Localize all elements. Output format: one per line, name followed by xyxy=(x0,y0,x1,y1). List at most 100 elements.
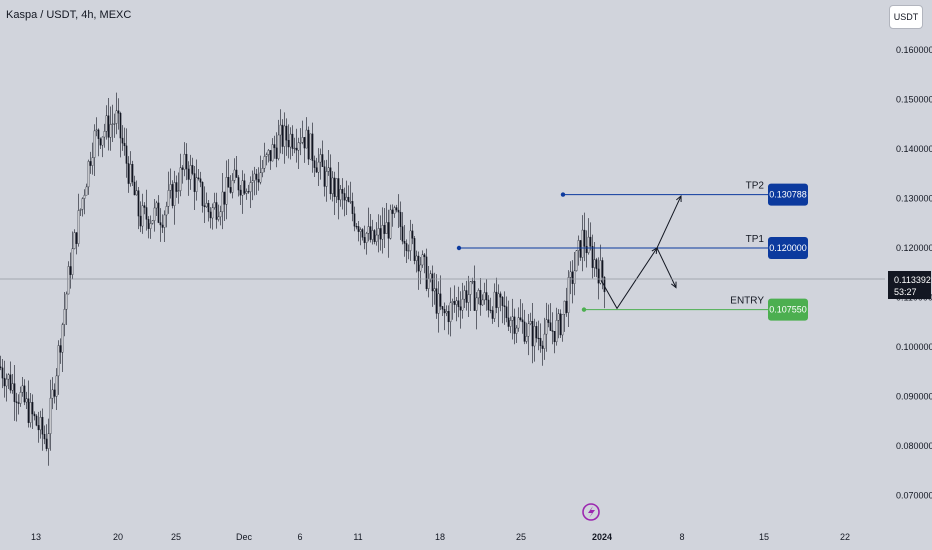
candle xyxy=(43,425,46,445)
candle xyxy=(377,214,380,253)
price-axis[interactable]: 0.160000 0.150000 0.140000 0.130000 0.120000… xyxy=(896,45,932,501)
currency-button[interactable]: USDT xyxy=(889,5,923,29)
candle xyxy=(281,119,284,155)
candle xyxy=(285,118,288,156)
candle xyxy=(331,171,334,202)
candle xyxy=(0,355,2,371)
candle xyxy=(191,157,194,176)
candle xyxy=(565,287,568,317)
candle xyxy=(29,392,32,428)
time-axis[interactable]: 13 20 25 Dec 6 11 18 25 2024 8 15 22 xyxy=(31,532,850,542)
candle xyxy=(233,158,236,184)
candle xyxy=(487,295,490,318)
candle xyxy=(113,113,116,138)
time-tick-label: Dec xyxy=(236,532,253,542)
time-tick-label: 20 xyxy=(113,532,123,542)
candle xyxy=(549,303,552,331)
candle xyxy=(551,312,554,345)
price-tick-label: 0.150000 xyxy=(896,95,932,105)
candle xyxy=(447,305,450,335)
candle xyxy=(437,281,440,333)
candle xyxy=(419,256,422,285)
level-price-value: 0.130788 xyxy=(769,190,807,200)
candle xyxy=(309,133,312,160)
candle xyxy=(77,193,80,247)
candle xyxy=(311,122,314,173)
candle xyxy=(533,318,536,362)
candle xyxy=(207,200,210,222)
candle xyxy=(575,250,578,272)
candle xyxy=(557,309,560,339)
time-tick-label: 2024 xyxy=(592,532,612,542)
level-entry[interactable]: ENTRY 0.107550 xyxy=(581,296,808,321)
candle xyxy=(75,232,78,255)
candle xyxy=(217,204,220,222)
candle xyxy=(295,128,298,163)
candle xyxy=(469,280,472,312)
candle xyxy=(7,373,10,389)
candle xyxy=(553,331,556,354)
candle xyxy=(227,159,230,188)
candle xyxy=(541,340,544,366)
candle xyxy=(267,149,270,163)
candle xyxy=(69,252,72,289)
candle xyxy=(107,97,110,151)
candle xyxy=(369,214,372,243)
level-price-box xyxy=(768,183,808,206)
candle xyxy=(25,391,28,410)
time-tick-label: 25 xyxy=(171,532,181,542)
candle xyxy=(467,275,470,318)
candle xyxy=(423,253,426,274)
candle xyxy=(523,309,526,345)
candle xyxy=(163,210,166,242)
candle xyxy=(185,143,188,181)
candle xyxy=(55,368,58,411)
candle xyxy=(297,137,300,170)
candle xyxy=(529,312,532,326)
candle xyxy=(583,212,586,262)
candle xyxy=(519,299,522,322)
candle xyxy=(497,284,500,328)
candle xyxy=(133,175,136,196)
candle xyxy=(279,109,282,154)
candle xyxy=(265,152,268,166)
level-anchor-dot xyxy=(581,307,587,312)
candle xyxy=(241,170,244,214)
lightning-icon[interactable] xyxy=(582,503,600,521)
candle xyxy=(391,204,394,227)
time-tick-label: 6 xyxy=(297,532,302,542)
candle xyxy=(263,142,266,173)
candle xyxy=(481,294,484,306)
candle xyxy=(231,173,234,199)
level-anchor-dot xyxy=(560,192,566,197)
price-tick-label: 0.070000 xyxy=(896,491,932,501)
candle xyxy=(417,251,420,290)
candle xyxy=(23,379,26,406)
target-levels: TP2 0.130788 TP1 0.120000 ENTRY 0.107550 xyxy=(456,181,808,321)
candle xyxy=(127,156,130,193)
candle xyxy=(593,241,596,277)
level-tp1[interactable]: TP1 0.120000 xyxy=(456,234,808,259)
candle xyxy=(287,124,290,159)
candle xyxy=(187,161,190,196)
level-label: ENTRY xyxy=(730,296,764,307)
level-price-box xyxy=(768,298,808,321)
candle xyxy=(33,411,36,421)
candle xyxy=(315,157,318,173)
price-tick-label: 0.140000 xyxy=(896,144,932,154)
candle xyxy=(603,276,606,309)
candle xyxy=(317,148,320,186)
price-tick-label: 0.160000 xyxy=(896,45,932,55)
candle xyxy=(301,120,304,145)
candle xyxy=(435,274,438,319)
candle xyxy=(219,205,222,226)
time-tick-label: 22 xyxy=(840,532,850,542)
candle xyxy=(439,275,442,311)
level-tp2[interactable]: TP2 0.130788 xyxy=(560,181,808,206)
candle xyxy=(139,201,142,233)
candle xyxy=(453,285,456,313)
candle xyxy=(41,408,44,451)
candle xyxy=(399,201,402,241)
